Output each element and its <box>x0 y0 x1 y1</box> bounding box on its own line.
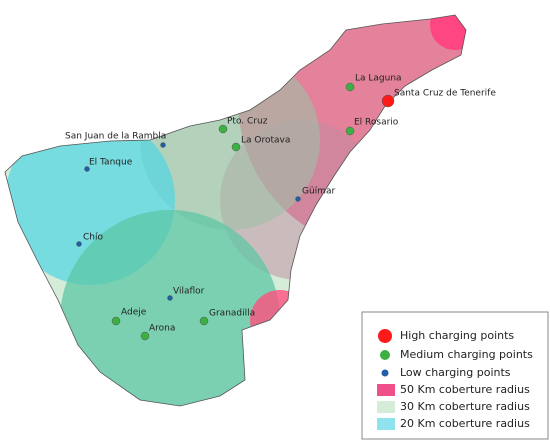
charging-point <box>76 241 82 247</box>
place-label: Chío <box>83 233 103 243</box>
charging-point <box>160 142 166 148</box>
place-label: Güímar <box>302 187 335 197</box>
legend-box <box>361 311 549 440</box>
charging-point <box>295 196 301 202</box>
legend-swatch <box>377 401 395 413</box>
legend-label: 50 Km coberture radius <box>400 383 530 396</box>
place-label: Pto. Cruz <box>227 117 268 127</box>
place-label: Adeje <box>121 308 147 318</box>
legend-symbol <box>378 329 392 343</box>
legend-label: Low charging points <box>400 366 511 379</box>
place-label: San Juan de la Rambla <box>65 132 166 142</box>
legend-symbol <box>380 350 390 360</box>
coverage-50 <box>250 290 310 350</box>
charging-point <box>199 316 209 326</box>
charging-point <box>218 124 228 134</box>
coverage-30 <box>60 210 280 406</box>
charging-point <box>84 166 90 172</box>
place-label: El Rosario <box>354 118 399 128</box>
charging-point <box>231 142 241 152</box>
legend-label: 30 Km coberture radius <box>400 400 530 413</box>
legend-swatch <box>377 418 395 430</box>
legend-label: Medium charging points <box>400 348 533 361</box>
charging-point <box>167 295 173 301</box>
legend-label: 20 Km coberture radius <box>400 417 530 430</box>
charging-point <box>345 82 355 92</box>
place-label: Arona <box>149 324 175 334</box>
place-label: Santa Cruz de Tenerife <box>394 89 496 99</box>
charging-point <box>111 316 121 326</box>
place-label: Granadilla <box>209 309 255 319</box>
place-label: La Orotava <box>241 136 290 146</box>
legend-label: High charging points <box>400 329 514 342</box>
legend-swatch <box>377 384 395 396</box>
charging-point <box>381 94 395 108</box>
charging-point <box>345 126 355 136</box>
place-label: Vilaflor <box>173 287 205 297</box>
coverage-50 <box>430 15 466 50</box>
place-label: El Tanque <box>89 158 133 168</box>
legend-symbol <box>381 369 389 377</box>
charging-point <box>140 331 150 341</box>
place-label: La Laguna <box>355 74 402 84</box>
